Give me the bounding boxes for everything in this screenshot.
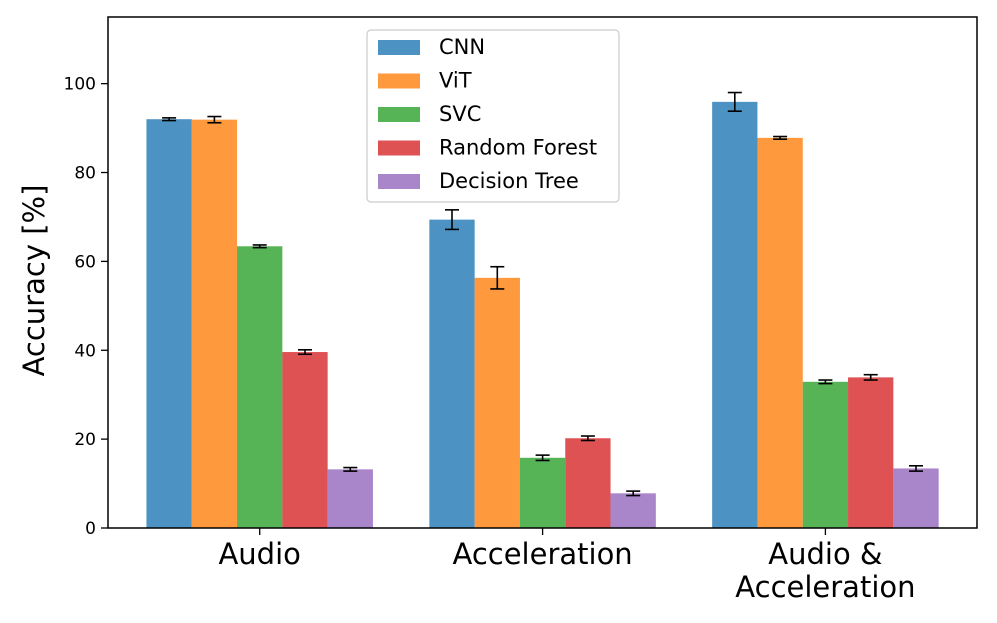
error-bar	[252, 244, 267, 249]
error-bar	[298, 349, 312, 356]
y-axis-title: Accuracy [%]	[17, 185, 51, 377]
bar-vit	[757, 137, 803, 528]
error-bar	[162, 117, 177, 122]
legend-swatch	[378, 174, 420, 189]
legend-item: Decision Tree	[378, 169, 579, 193]
legend-item: SVC	[378, 102, 481, 126]
legend-label: Decision Tree	[439, 169, 579, 193]
error-bar	[818, 379, 833, 385]
bar-cnn	[146, 119, 192, 528]
x-tick-label: Audio & Acceleration	[735, 537, 915, 604]
legend-item: ViT	[378, 69, 472, 93]
x-tick-label: Audio	[218, 537, 300, 571]
bar-vit	[191, 119, 238, 528]
legend: CNN ViT SVC Random Forest Decision Tree	[366, 29, 620, 203]
legend-item: Random Forest	[378, 136, 597, 160]
y-tick-label: 100	[64, 75, 96, 95]
error-bars-layer	[162, 91, 923, 497]
y-axis: 0 20 40 60 80 100	[64, 75, 108, 539]
error-bar	[773, 135, 788, 140]
legend-box	[366, 29, 620, 203]
legend-swatch	[378, 40, 420, 55]
bar-random-forest	[848, 377, 894, 528]
y-tick-label: 40	[74, 341, 96, 361]
x-tick-label: Acceleration	[452, 537, 632, 571]
bar-random-forest	[282, 352, 328, 528]
y-tick-label: 0	[85, 519, 96, 539]
legend-label: ViT	[439, 69, 472, 93]
bar-svc	[519, 457, 566, 528]
error-bar	[343, 466, 358, 472]
legend-label: SVC	[439, 102, 481, 126]
bar-svc	[802, 381, 849, 528]
error-bar	[580, 435, 595, 442]
y-tick-label: 60	[74, 252, 96, 272]
error-bar	[863, 373, 878, 381]
error-bar	[626, 490, 641, 497]
bar-vit	[474, 277, 520, 528]
bar-random-forest	[565, 438, 611, 528]
legend-label: CNN	[439, 35, 485, 59]
legend-item: CNN	[378, 35, 485, 59]
bar-cnn	[712, 101, 758, 529]
bar-svc	[237, 246, 283, 528]
error-bar	[909, 464, 923, 472]
bar-decision-tree	[893, 468, 939, 528]
error-bar	[445, 209, 459, 231]
bars-layer	[146, 101, 939, 529]
x-axis: Audio Acceleration Audio & Acceleration	[218, 528, 916, 604]
error-bar	[490, 265, 505, 290]
legend-swatch	[378, 107, 420, 122]
legend-swatch	[378, 140, 420, 156]
legend-swatch	[378, 73, 420, 89]
error-bar	[727, 91, 742, 113]
bar-decision-tree	[327, 469, 373, 528]
error-bar	[535, 454, 550, 462]
y-tick-label: 20	[74, 430, 96, 450]
legend-label: Random Forest	[439, 136, 597, 160]
y-tick-label: 80	[74, 164, 96, 184]
bar-cnn	[429, 219, 475, 528]
error-bar	[207, 115, 222, 124]
bar-decision-tree	[610, 493, 656, 528]
